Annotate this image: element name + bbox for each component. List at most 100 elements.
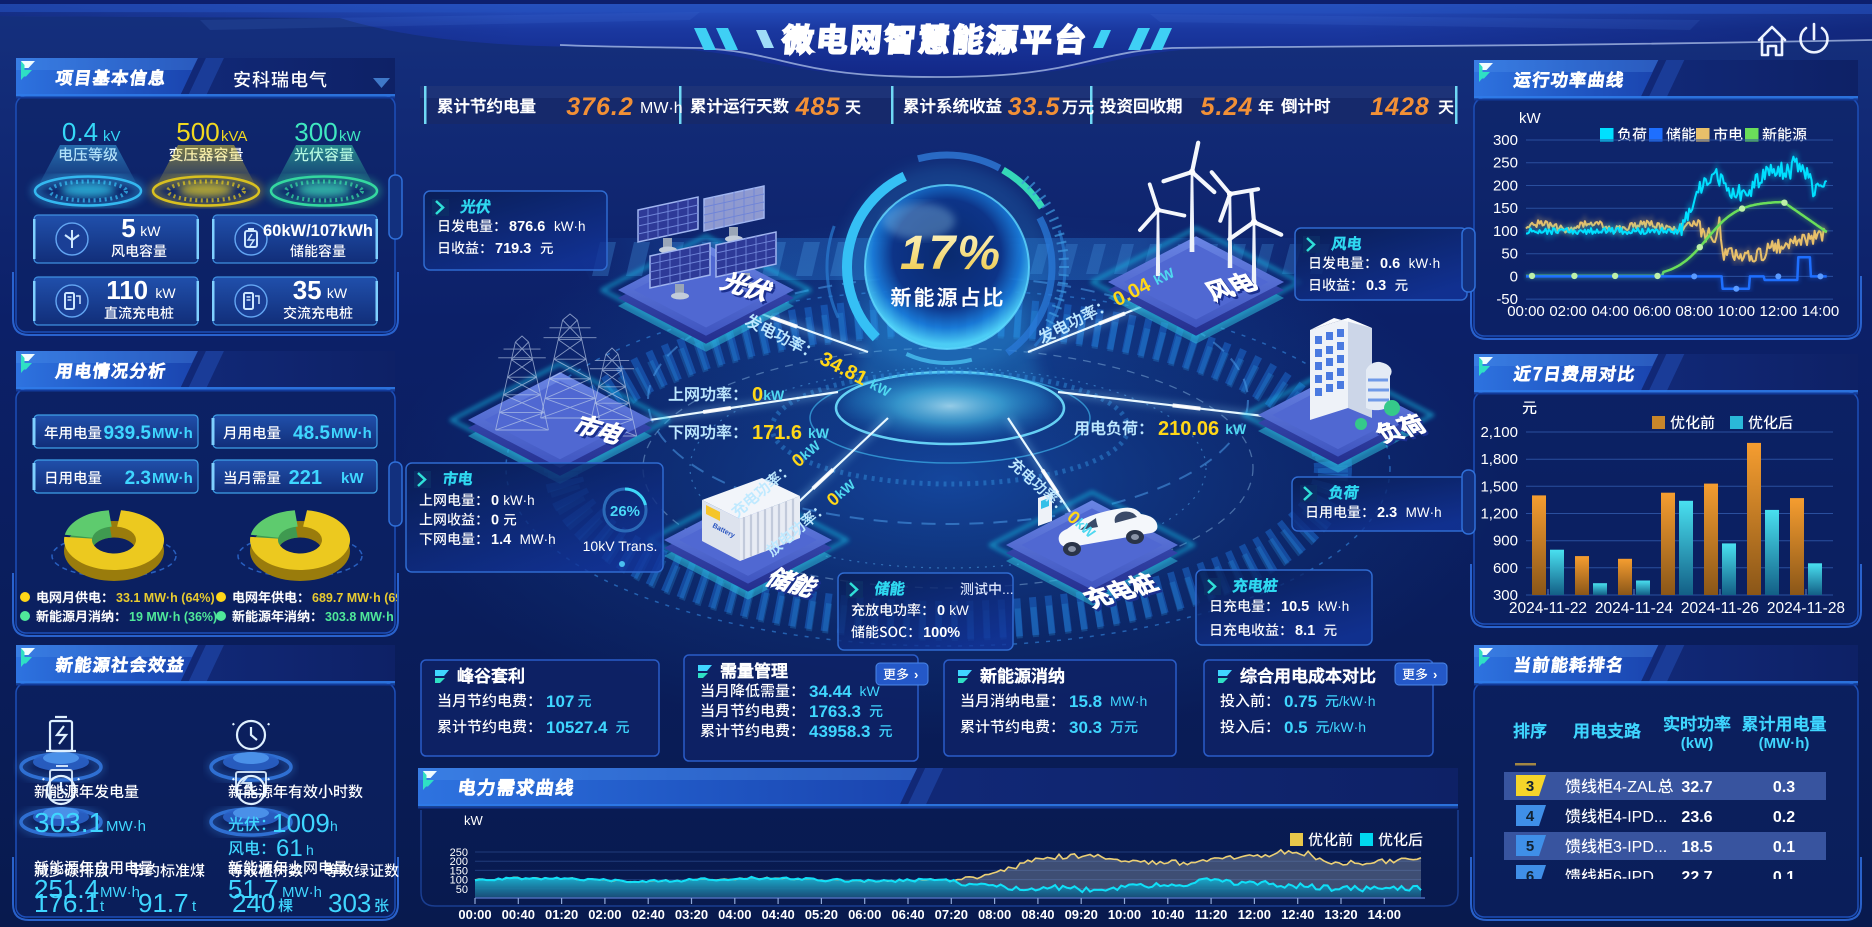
- svg-text:MW·h: MW·h: [1406, 505, 1442, 520]
- svg-text:2024-11-28: 2024-11-28: [1767, 600, 1845, 617]
- svg-text:MW·h: MW·h: [1110, 693, 1147, 709]
- svg-text:719.3: 719.3: [495, 241, 531, 257]
- svg-text:303.1: 303.1: [34, 807, 104, 838]
- svg-text:171.6: 171.6: [752, 422, 802, 444]
- svg-text:1763.3: 1763.3: [809, 702, 861, 721]
- svg-text:0.3: 0.3: [1366, 278, 1386, 294]
- svg-text:0: 0: [752, 384, 763, 406]
- svg-text:60kW/107kWh: 60kW/107kWh: [263, 222, 373, 240]
- svg-text:13:20: 13:20: [1324, 907, 1357, 922]
- svg-text:0.2: 0.2: [1773, 809, 1795, 826]
- svg-text:5: 5: [121, 213, 135, 243]
- svg-text:MW·h: MW·h: [152, 425, 193, 442]
- svg-text:250: 250: [450, 847, 468, 859]
- svg-text:0.1: 0.1: [1773, 869, 1795, 886]
- svg-text:0: 0: [937, 603, 945, 619]
- svg-text:51.7: 51.7: [228, 874, 279, 904]
- svg-text:10527.4: 10527.4: [546, 718, 608, 737]
- svg-text:MW·h: MW·h: [282, 884, 322, 901]
- svg-text:00:00: 00:00: [458, 907, 491, 922]
- svg-text:26%: 26%: [610, 503, 640, 520]
- svg-text:22.7: 22.7: [1681, 869, 1712, 886]
- svg-text:376.2: 376.2: [566, 93, 634, 121]
- svg-text:12:40: 12:40: [1281, 907, 1314, 922]
- svg-text:303.8 MW·h (31%: 303.8 MW·h (31%: [325, 610, 426, 624]
- svg-text:1,200: 1,200: [1480, 506, 1518, 523]
- svg-text:300: 300: [1493, 132, 1518, 149]
- svg-text:1009: 1009: [272, 808, 330, 838]
- svg-text:kW: kW: [808, 425, 830, 441]
- svg-text:08:40: 08:40: [1021, 907, 1054, 922]
- svg-text:/kW·h: /kW·h: [1339, 693, 1376, 709]
- svg-text:303: 303: [328, 888, 371, 918]
- svg-text:600: 600: [1493, 560, 1518, 577]
- svg-text:kW·h: kW·h: [503, 493, 535, 508]
- svg-text:(MW·h): (MW·h): [1759, 735, 1810, 752]
- svg-text:06:00: 06:00: [848, 907, 881, 922]
- svg-text:110: 110: [106, 275, 148, 305]
- svg-text:10:40: 10:40: [1151, 907, 1184, 922]
- svg-text:04:00: 04:00: [1591, 303, 1629, 320]
- svg-text:10.5: 10.5: [1281, 599, 1309, 615]
- svg-text:18.5: 18.5: [1681, 839, 1712, 856]
- svg-text:MW·h: MW·h: [106, 818, 146, 835]
- svg-text:06:40: 06:40: [891, 907, 924, 922]
- svg-text:0.4: 0.4: [62, 117, 98, 147]
- svg-text:15.8: 15.8: [1069, 692, 1102, 711]
- svg-text:2.3: 2.3: [1377, 505, 1397, 521]
- svg-text:35: 35: [293, 275, 322, 305]
- svg-text:0: 0: [491, 493, 499, 509]
- svg-text:6: 6: [1526, 868, 1534, 885]
- svg-text:kW: kW: [464, 813, 484, 828]
- svg-text:61: 61: [276, 835, 303, 862]
- svg-text:10:00: 10:00: [1718, 303, 1756, 320]
- svg-text:107: 107: [546, 692, 574, 711]
- svg-text:1.4: 1.4: [491, 532, 511, 548]
- svg-text:300: 300: [1493, 587, 1518, 604]
- svg-text:150: 150: [450, 865, 468, 877]
- svg-text:kW: kW: [140, 223, 161, 239]
- svg-text:08:00: 08:00: [978, 907, 1011, 922]
- svg-text:-50: -50: [1496, 291, 1518, 308]
- svg-text:939.5: 939.5: [103, 423, 151, 444]
- svg-text:kW: kW: [327, 285, 348, 301]
- svg-text:kW: kW: [339, 128, 362, 145]
- svg-text:kW: kW: [341, 470, 364, 487]
- svg-text:1,800: 1,800: [1480, 451, 1518, 468]
- svg-text:5.24: 5.24: [1201, 93, 1254, 121]
- svg-text:06:00: 06:00: [1633, 303, 1671, 320]
- svg-text:12:00: 12:00: [1760, 303, 1798, 320]
- svg-text:00:00: 00:00: [1507, 303, 1545, 320]
- svg-text:kW·h: kW·h: [554, 219, 586, 234]
- svg-text:08:00: 08:00: [1675, 303, 1713, 320]
- svg-text:500: 500: [176, 117, 219, 147]
- svg-text:2.3: 2.3: [125, 468, 151, 489]
- svg-text:4-ZAL: 4-ZAL: [1613, 779, 1657, 796]
- svg-text:150: 150: [1493, 200, 1518, 217]
- svg-text:14:00: 14:00: [1802, 303, 1840, 320]
- svg-text:43958.3: 43958.3: [809, 722, 870, 741]
- svg-text:48.5: 48.5: [293, 423, 330, 444]
- svg-text:03:20: 03:20: [675, 907, 708, 922]
- svg-text:3: 3: [1526, 778, 1534, 795]
- svg-text:02:40: 02:40: [632, 907, 665, 922]
- svg-text:kW: kW: [860, 683, 881, 699]
- svg-text:17%: 17%: [900, 227, 1002, 280]
- svg-text:01:20: 01:20: [545, 907, 578, 922]
- svg-text:876.6: 876.6: [509, 219, 545, 235]
- svg-text:h: h: [330, 818, 338, 834]
- svg-text:2024-11-22: 2024-11-22: [1509, 600, 1587, 617]
- svg-text:485: 485: [795, 93, 841, 121]
- svg-text:689.7 MW·h (69%): 689.7 MW·h (69%): [312, 591, 418, 605]
- svg-text:kVA: kVA: [221, 128, 247, 145]
- svg-text:30.3: 30.3: [1069, 718, 1102, 737]
- svg-text:251.4: 251.4: [34, 874, 99, 904]
- svg-text:05:20: 05:20: [805, 907, 838, 922]
- svg-text:t: t: [192, 898, 197, 915]
- svg-text:MW·h: MW·h: [152, 470, 193, 487]
- svg-text:100: 100: [1493, 223, 1518, 240]
- svg-text:0.1: 0.1: [1773, 839, 1795, 856]
- svg-text:33.5: 33.5: [1008, 93, 1061, 121]
- svg-text:kW·h: kW·h: [1318, 599, 1350, 614]
- svg-text:250: 250: [1493, 155, 1518, 172]
